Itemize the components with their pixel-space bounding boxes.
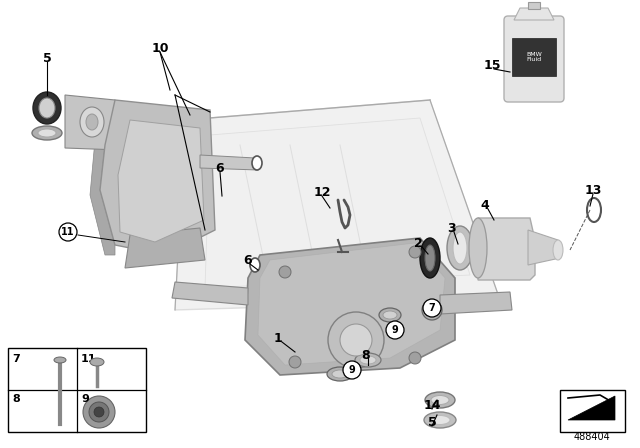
Text: 12: 12: [313, 185, 331, 198]
Polygon shape: [65, 95, 120, 150]
Polygon shape: [258, 243, 445, 365]
Text: 9: 9: [349, 365, 355, 375]
Ellipse shape: [425, 392, 455, 408]
Ellipse shape: [252, 156, 262, 170]
Bar: [528, 2, 540, 9]
Text: 3: 3: [448, 221, 456, 234]
Text: 2: 2: [413, 237, 422, 250]
FancyBboxPatch shape: [512, 38, 556, 76]
Ellipse shape: [39, 98, 55, 118]
Ellipse shape: [383, 311, 397, 319]
Circle shape: [423, 299, 441, 317]
Circle shape: [289, 356, 301, 368]
Text: 7: 7: [429, 303, 435, 313]
Ellipse shape: [250, 258, 260, 272]
Ellipse shape: [327, 367, 353, 381]
Text: 4: 4: [481, 198, 490, 211]
Bar: [560, 390, 625, 432]
Circle shape: [89, 402, 109, 422]
Ellipse shape: [379, 308, 401, 322]
Ellipse shape: [32, 126, 62, 140]
Text: 1: 1: [274, 332, 282, 345]
Ellipse shape: [38, 129, 56, 137]
Polygon shape: [568, 396, 615, 420]
Text: 8: 8: [362, 349, 371, 362]
Text: 14: 14: [423, 399, 441, 412]
Ellipse shape: [355, 353, 381, 367]
Polygon shape: [514, 8, 554, 20]
Text: 5: 5: [43, 52, 51, 65]
Text: 6: 6: [216, 161, 224, 175]
Ellipse shape: [54, 357, 66, 363]
FancyBboxPatch shape: [504, 16, 564, 102]
Ellipse shape: [587, 198, 601, 222]
Ellipse shape: [469, 218, 487, 278]
Circle shape: [340, 324, 372, 356]
Circle shape: [386, 321, 404, 339]
Circle shape: [422, 300, 442, 320]
Ellipse shape: [431, 396, 449, 405]
Polygon shape: [118, 120, 204, 242]
Circle shape: [427, 305, 437, 315]
Circle shape: [409, 352, 421, 364]
Ellipse shape: [425, 245, 435, 271]
Polygon shape: [90, 100, 115, 255]
Ellipse shape: [90, 358, 104, 366]
Ellipse shape: [332, 370, 348, 378]
Ellipse shape: [424, 412, 456, 428]
Text: 10: 10: [151, 42, 169, 55]
Ellipse shape: [80, 107, 104, 137]
Text: BMW
Fluid: BMW Fluid: [526, 52, 542, 62]
Text: 15: 15: [483, 59, 500, 72]
Circle shape: [83, 396, 115, 428]
Circle shape: [59, 223, 77, 241]
Text: 9: 9: [392, 325, 398, 335]
Text: 8: 8: [12, 394, 20, 404]
Polygon shape: [100, 100, 215, 255]
Text: 11: 11: [81, 354, 97, 364]
Polygon shape: [175, 100, 500, 310]
Text: 5: 5: [428, 415, 436, 428]
Ellipse shape: [553, 240, 563, 260]
Text: 7: 7: [12, 354, 20, 364]
Circle shape: [343, 361, 361, 379]
Text: 488404: 488404: [573, 432, 611, 442]
Circle shape: [328, 312, 384, 368]
Polygon shape: [205, 118, 470, 288]
Circle shape: [279, 266, 291, 278]
Ellipse shape: [430, 415, 450, 425]
Ellipse shape: [360, 356, 376, 364]
Ellipse shape: [86, 114, 98, 130]
Polygon shape: [440, 292, 512, 314]
Polygon shape: [125, 228, 205, 268]
Text: 9: 9: [81, 394, 89, 404]
Bar: [8, 348, 146, 432]
Polygon shape: [528, 230, 560, 265]
Circle shape: [409, 246, 421, 258]
Polygon shape: [172, 282, 248, 305]
Text: 11: 11: [61, 227, 75, 237]
Polygon shape: [200, 155, 258, 170]
Polygon shape: [478, 218, 535, 280]
Ellipse shape: [453, 232, 467, 264]
Polygon shape: [245, 238, 455, 375]
Ellipse shape: [447, 226, 473, 270]
Text: 13: 13: [584, 184, 602, 197]
Ellipse shape: [420, 238, 440, 278]
Text: 6: 6: [244, 254, 252, 267]
Ellipse shape: [33, 92, 61, 124]
Circle shape: [94, 407, 104, 417]
